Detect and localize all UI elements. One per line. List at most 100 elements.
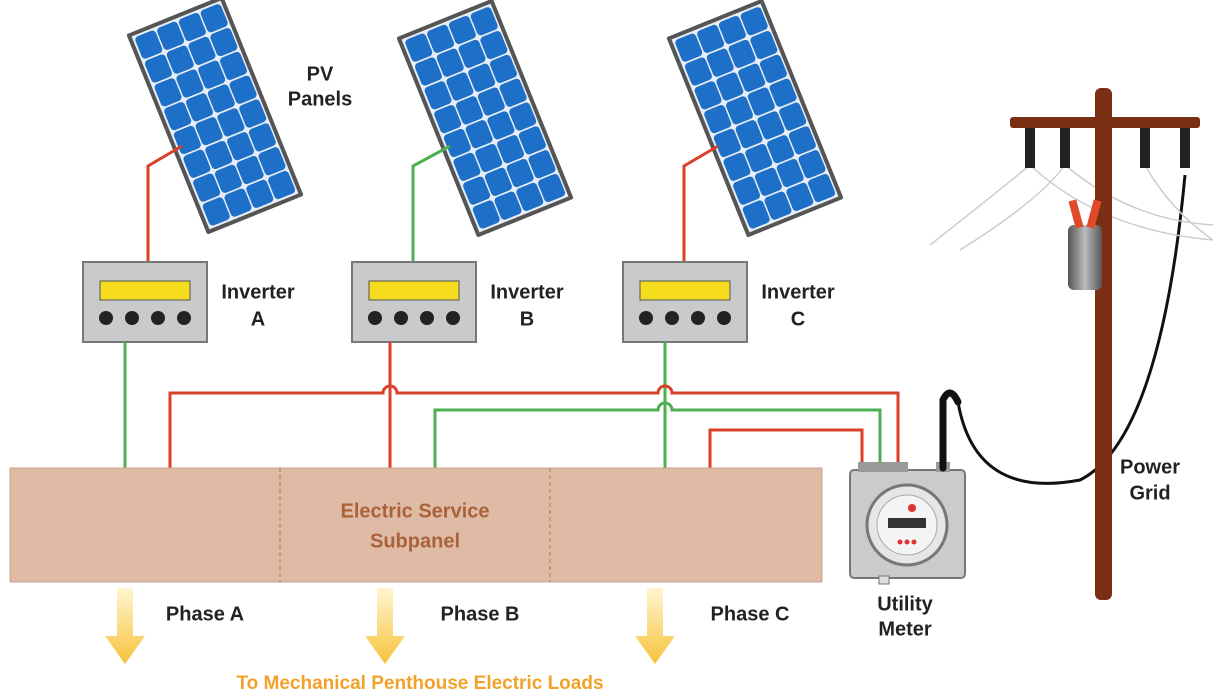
- cell: [195, 117, 223, 146]
- cell: [704, 105, 732, 134]
- cell: [164, 102, 192, 131]
- cell: [808, 174, 836, 203]
- cell: [443, 128, 471, 158]
- cell: [236, 155, 264, 185]
- cell: [718, 16, 746, 45]
- meter-label: Utility: [877, 593, 933, 615]
- inverter-button: [717, 311, 731, 325]
- cell: [468, 63, 496, 92]
- cell: [528, 150, 556, 179]
- pv-panels: [126, 0, 844, 238]
- cell: [176, 69, 204, 98]
- inverter-button: [125, 311, 139, 325]
- utility-meter: [849, 462, 966, 585]
- cell: [214, 164, 242, 193]
- inverter-label: A: [251, 308, 265, 330]
- cell: [733, 176, 761, 205]
- inverter: [351, 261, 477, 343]
- cell: [516, 182, 544, 211]
- phase-label: Phase A: [166, 603, 244, 625]
- cell: [767, 135, 795, 164]
- pv-panel: [126, 0, 304, 235]
- cell: [217, 108, 245, 137]
- pv-panel: [666, 0, 844, 238]
- cell: [188, 36, 216, 65]
- cell: [726, 96, 753, 125]
- cell: [484, 167, 512, 196]
- cell: [798, 150, 826, 179]
- cell: [210, 28, 238, 57]
- cell: [453, 152, 481, 181]
- cell: [742, 200, 770, 229]
- cell: [239, 99, 267, 128]
- cell: [229, 75, 257, 104]
- cell: [465, 120, 493, 149]
- inverters: Inverter A Inverter B Inverter C: [82, 261, 835, 343]
- service-mast: [939, 389, 962, 472]
- cell: [745, 143, 773, 173]
- cell: [154, 78, 182, 107]
- cell: [779, 102, 807, 131]
- load-arrows: [105, 588, 675, 664]
- cell: [268, 171, 296, 200]
- cell: [497, 135, 525, 164]
- cell: [735, 120, 763, 149]
- cell: [186, 93, 213, 122]
- cell: [713, 128, 741, 158]
- cell: [786, 182, 814, 211]
- cell: [458, 39, 486, 68]
- cell: [414, 57, 442, 86]
- subpanel: [9, 467, 823, 583]
- ac-wire: [433, 401, 882, 468]
- cell: [446, 72, 474, 101]
- cell: [427, 24, 455, 53]
- cell: [764, 191, 792, 220]
- cell: [754, 167, 782, 196]
- cell: [224, 188, 252, 217]
- phase-label: Phase B: [441, 603, 520, 625]
- dc-wire: [146, 144, 183, 262]
- cell: [436, 48, 464, 77]
- pv-label: PV: [307, 63, 334, 85]
- cell: [157, 21, 185, 50]
- inverter-label: Inverter: [490, 281, 564, 303]
- cell: [200, 4, 228, 33]
- inverter-button: [151, 311, 165, 325]
- cell: [506, 158, 534, 188]
- cell: [472, 200, 500, 229]
- cell: [509, 102, 537, 131]
- service-drop: [956, 174, 1187, 485]
- cell: [675, 33, 703, 62]
- cell: [135, 30, 163, 59]
- inverter-button: [691, 311, 705, 325]
- cell: [198, 60, 226, 89]
- cell: [424, 81, 452, 110]
- cell: [750, 31, 778, 60]
- inverter-button: [394, 311, 408, 325]
- cell: [494, 191, 522, 220]
- arrow: [105, 588, 145, 664]
- cell: [518, 126, 546, 155]
- cell: [769, 78, 797, 107]
- cell: [456, 96, 483, 125]
- cell: [738, 63, 766, 92]
- cell: [499, 78, 527, 107]
- grid-label: Power: [1120, 456, 1180, 478]
- inverter-label: B: [520, 308, 534, 330]
- inverter-button: [368, 311, 382, 325]
- grid-label: Grid: [1129, 482, 1170, 504]
- inverter-button: [420, 311, 434, 325]
- cell: [405, 33, 433, 62]
- pv-panel: [396, 0, 574, 238]
- cell: [728, 39, 756, 68]
- cell: [697, 24, 725, 53]
- cell: [716, 72, 744, 101]
- cell: [193, 173, 221, 202]
- meter-label: Meter: [878, 618, 932, 640]
- cell: [487, 111, 515, 140]
- cell: [246, 179, 274, 208]
- inverter-button: [639, 311, 653, 325]
- cell: [706, 48, 734, 77]
- arrow: [635, 588, 675, 664]
